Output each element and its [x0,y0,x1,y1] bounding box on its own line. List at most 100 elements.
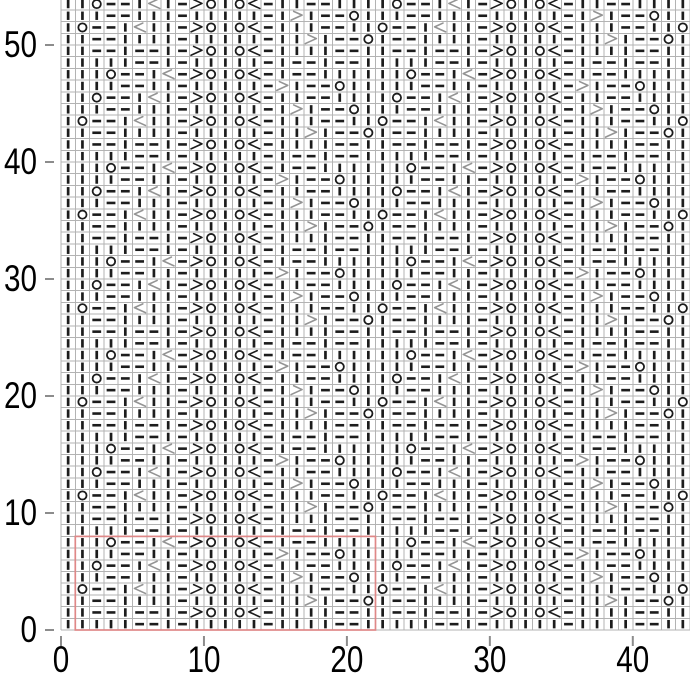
stitch-decrease-left [548,115,561,127]
x-tick-label: 0 [53,639,70,677]
stitch-decrease-right-gray [275,548,289,560]
stitch-yarnover [206,350,217,361]
stitch-decrease-right-gray [604,33,618,45]
stitch-decrease-left [548,513,561,525]
stitch-yarnover [506,513,517,524]
stitch-yarnover [334,268,345,279]
stitch-decrease-right-gray [576,455,589,466]
stitch-decrease-right-gray [590,197,604,209]
stitch-decrease-left [548,443,561,454]
stitch-decrease-right [190,560,203,571]
stitch-yarnover [391,0,402,10]
stitch-yarnover [377,22,388,33]
stitch-yarnover [677,22,688,33]
stitch-decrease-left [247,45,261,57]
stitch-decrease-right [190,607,203,618]
stitch-yarnover [206,513,217,524]
stitch-yarnover [234,279,245,290]
stitch-decrease-right-gray [290,10,303,21]
stitch-decrease-left-gray [133,115,147,127]
stitch-yarnover [77,490,88,501]
stitch-decrease-left [548,303,561,314]
stitch-yarnover [234,513,245,524]
stitch-yarnover [77,22,88,33]
stitch-yarnover [534,116,545,127]
stitch-decrease-right-gray [290,291,303,302]
stitch-decrease-right [190,232,203,244]
stitch-decrease-right [490,0,503,10]
stitch-yarnover [534,139,545,150]
stitch-decrease-left-gray [162,349,175,361]
stitch-decrease-right-gray [290,478,303,489]
stitch-yarnover [234,537,245,548]
stitch-yarnover [377,116,388,127]
stitch-decrease-left [548,396,561,408]
stitch-decrease-right [190,326,203,337]
stitch-yarnover [349,572,360,583]
stitch-decrease-right-gray [576,174,589,185]
stitch-decrease-left-gray [448,279,461,291]
stitch-decrease-right [190,139,203,150]
stitch-decrease-right-gray [275,267,289,279]
stitch-yarnover [391,467,402,478]
stitch-decrease-left-gray [147,373,161,384]
stitch-decrease-right [190,583,203,595]
stitch-yarnover [534,490,545,501]
stitch-decrease-left [548,607,561,618]
stitch-yarnover [234,490,245,501]
stitch-yarnover [206,560,217,571]
stitch-yarnover [206,139,217,150]
stitch-yarnover [206,303,217,314]
stitch-yarnover [91,92,102,103]
stitch-yarnover [334,548,345,559]
stitch-decrease-left [548,92,561,103]
stitch-decrease-right [490,443,503,454]
stitch-yarnover [206,490,217,501]
stitch-decrease-right [490,139,503,150]
stitch-yarnover [91,0,102,10]
stitch-yarnover [506,584,517,595]
stitch-yarnover [649,478,660,489]
stitch-yarnover [334,361,345,372]
stitch-yarnover [534,45,545,56]
stitch-decrease-left-gray [433,396,447,408]
stitch-yarnover [334,80,345,91]
stitch-yarnover [663,595,674,606]
stitch-decrease-right [490,560,503,571]
stitch-yarnover [234,69,245,80]
stitch-yarnover [77,303,88,314]
stitch-decrease-right [490,583,503,595]
stitch-yarnover [234,162,245,173]
stitch-decrease-right [490,326,503,337]
stitch-yarnover [206,443,217,454]
stitch-yarnover [206,162,217,173]
stitch-yarnover [234,209,245,220]
stitch-decrease-right [490,22,503,33]
stitch-decrease-right-gray [304,408,318,419]
stitch-yarnover [106,537,117,548]
stitch-decrease-left [247,209,261,220]
stitch-yarnover [534,209,545,220]
stitch-yarnover [206,69,217,80]
stitch-yarnover [349,10,360,21]
stitch-yarnover [234,584,245,595]
stitch-yarnover [349,197,360,208]
stitch-decrease-right [490,232,503,244]
stitch-yarnover [534,256,545,267]
stitch-decrease-right-gray [275,455,289,466]
stitch-decrease-right [190,22,203,33]
stitch-decrease-left-gray [162,537,175,548]
stitch-yarnover [234,326,245,337]
stitch-yarnover [391,186,402,197]
stitch-decrease-right [190,92,203,103]
stitch-yarnover [634,268,645,279]
stitch-yarnover [349,478,360,489]
stitch-decrease-left [548,373,561,384]
stitch-yarnover [406,537,417,548]
stitch-yarnover [506,209,517,220]
stitch-yarnover [534,22,545,33]
stitch-decrease-right-gray [304,221,318,232]
stitch-decrease-right-gray [304,595,318,606]
stitch-yarnover [506,139,517,150]
stitch-yarnover [534,0,545,10]
